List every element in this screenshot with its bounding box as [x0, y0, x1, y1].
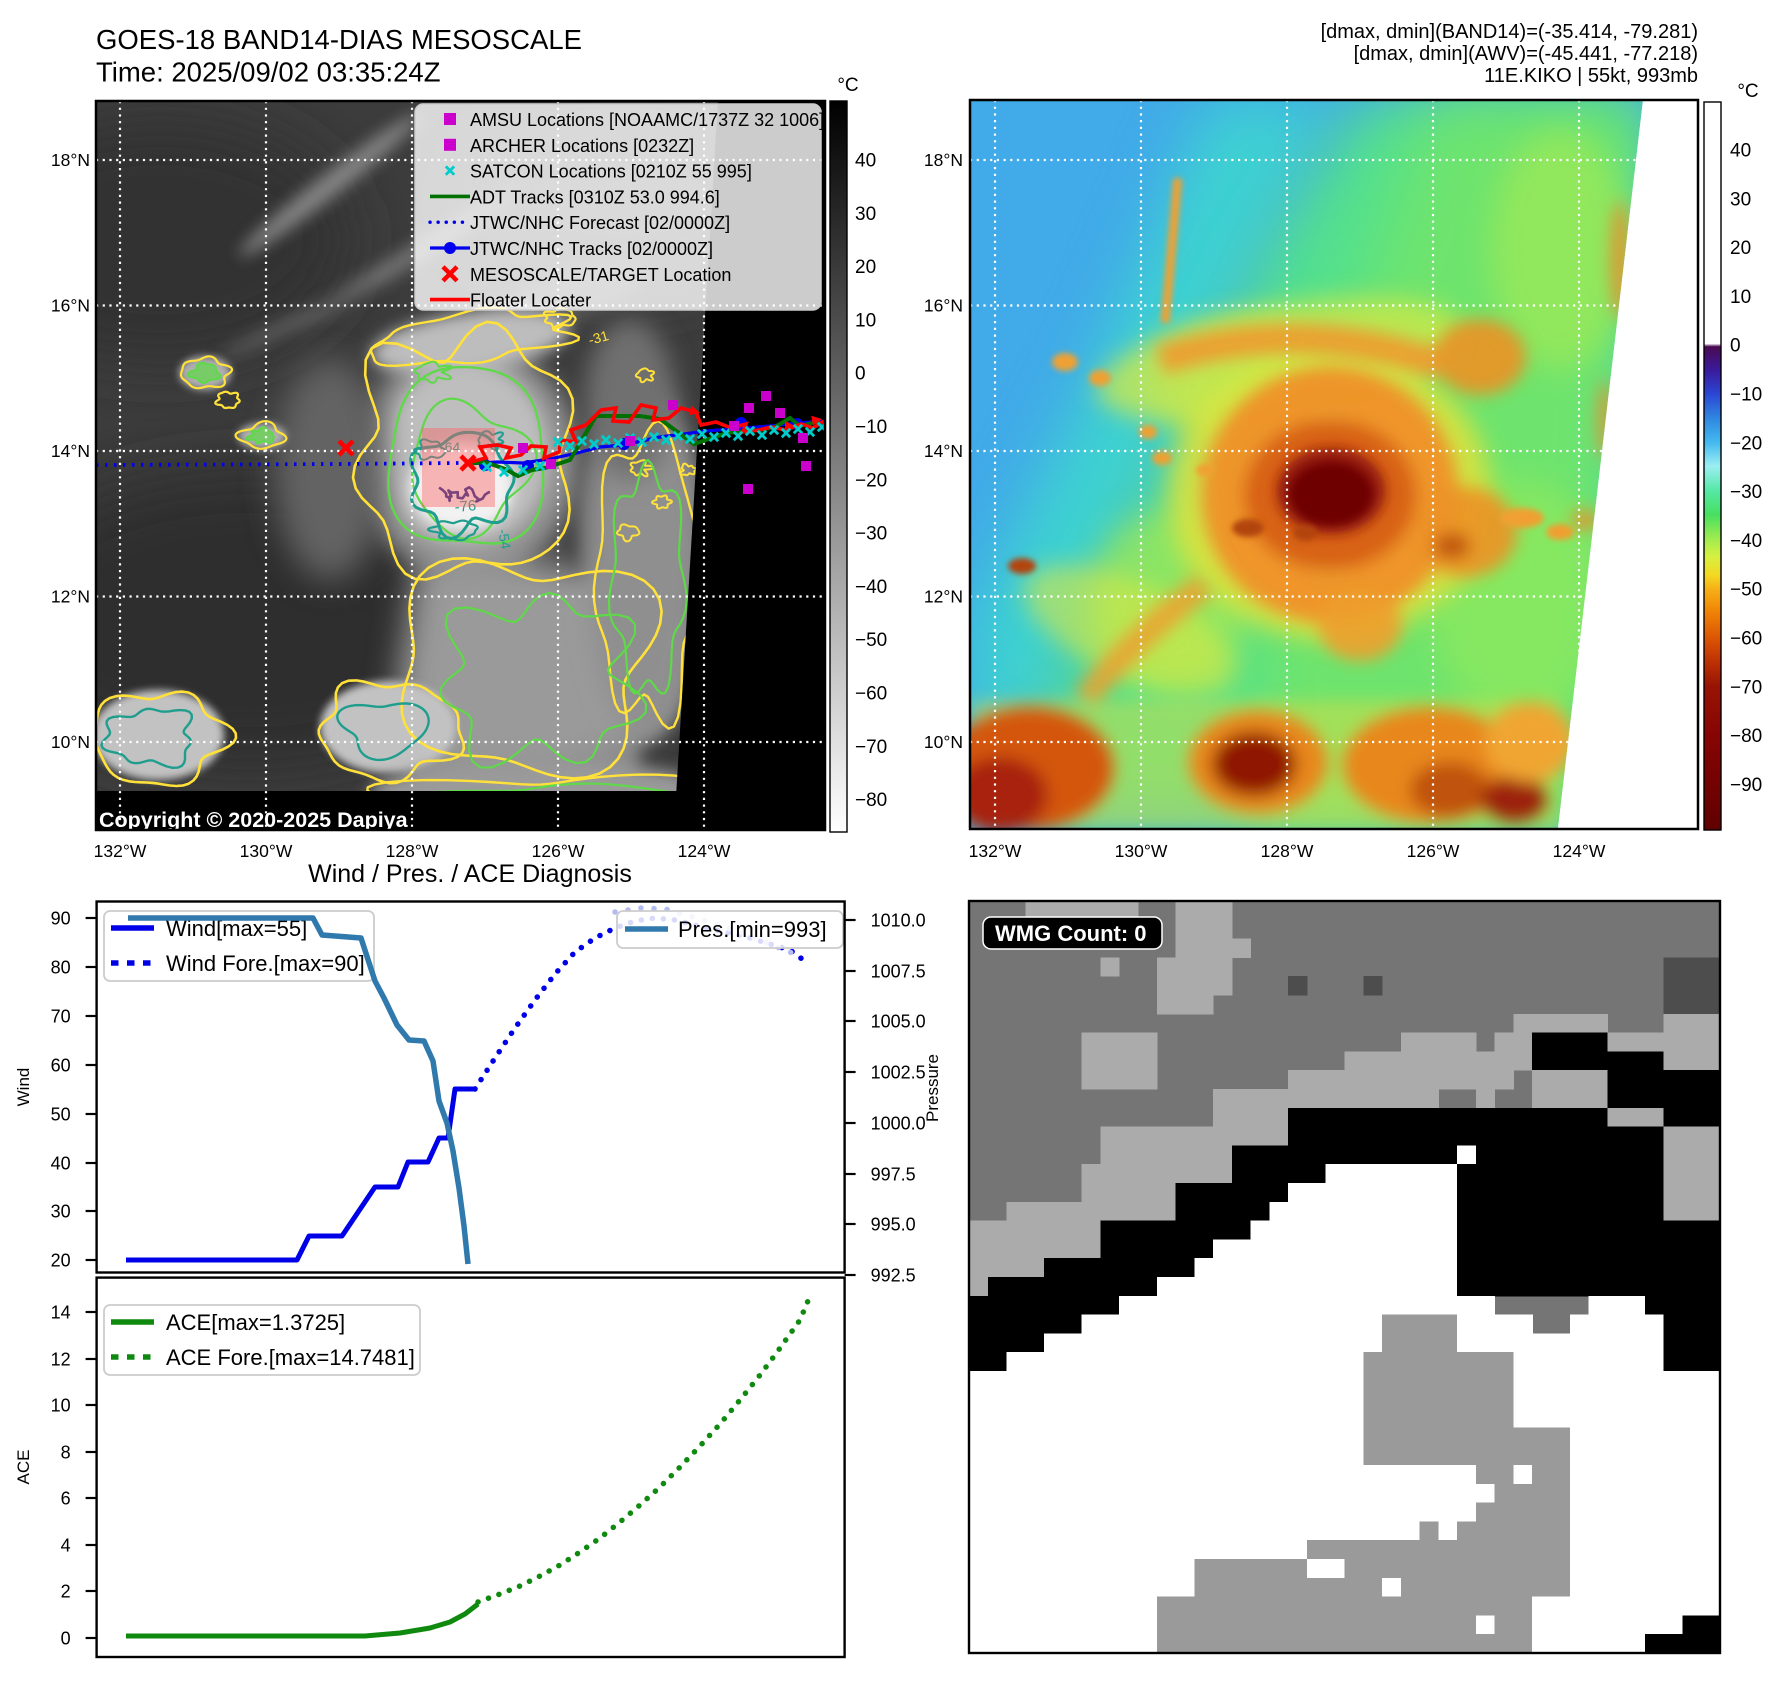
svg-text:4: 4 [61, 1536, 71, 1556]
svg-text:30: 30 [855, 204, 876, 225]
svg-text:126°W: 126°W [1407, 841, 1460, 861]
svg-text:130°W: 130°W [240, 841, 293, 861]
svg-text:Pres.[min=993]: Pres.[min=993] [678, 917, 827, 942]
svg-text:128°W: 128°W [1261, 841, 1314, 861]
svg-text:GOES-18 BAND14-DIAS MESOSCALE: GOES-18 BAND14-DIAS MESOSCALE [96, 24, 582, 55]
svg-text:80: 80 [51, 958, 71, 978]
svg-text:1002.5: 1002.5 [871, 1063, 926, 1083]
svg-text:−30: −30 [1730, 482, 1762, 503]
svg-text:18°N: 18°N [51, 150, 90, 170]
svg-text:14°N: 14°N [924, 441, 963, 461]
svg-text:995.0: 995.0 [871, 1215, 916, 1235]
svg-text:−10: −10 [1730, 385, 1762, 406]
svg-text:70: 70 [51, 1007, 71, 1027]
svg-text:6: 6 [61, 1489, 71, 1509]
svg-text:30: 30 [1730, 189, 1751, 210]
svg-text:ACE Fore.[max=14.7481]: ACE Fore.[max=14.7481] [166, 1345, 415, 1370]
svg-text:Wind: Wind [14, 1068, 33, 1107]
svg-text:SATCON Locations [0210Z 55 995: SATCON Locations [0210Z 55 995] [470, 162, 752, 182]
svg-text:−90: −90 [1730, 775, 1762, 796]
svg-text:10°N: 10°N [51, 732, 90, 752]
svg-text:126°W: 126°W [532, 841, 585, 861]
svg-text:10°N: 10°N [924, 732, 963, 752]
svg-text:Time: 2025/09/02 03:35:24Z: Time: 2025/09/02 03:35:24Z [96, 57, 441, 88]
svg-text:90: 90 [51, 909, 71, 929]
svg-text:0: 0 [1730, 336, 1741, 357]
svg-text:12°N: 12°N [51, 587, 90, 607]
svg-text:−20: −20 [1730, 433, 1762, 454]
svg-text:16°N: 16°N [924, 296, 963, 316]
svg-text:1000.0: 1000.0 [871, 1114, 926, 1134]
svg-text:50: 50 [51, 1105, 71, 1125]
svg-text:JTWC/NHC Forecast [02/0000Z]: JTWC/NHC Forecast [02/0000Z] [470, 213, 730, 233]
svg-text:1005.0: 1005.0 [871, 1012, 926, 1032]
svg-text:JTWC/NHC Tracks [02/0000Z]: JTWC/NHC Tracks [02/0000Z] [470, 239, 713, 259]
svg-text:0: 0 [855, 364, 866, 385]
svg-text:Wind Fore.[max=90]: Wind Fore.[max=90] [166, 951, 365, 976]
svg-text:°C: °C [837, 75, 858, 96]
svg-text:Wind / Pres. / ACE Diagnosis: Wind / Pres. / ACE Diagnosis [308, 860, 632, 888]
svg-text:2: 2 [61, 1582, 71, 1602]
svg-text:[dmax, dmin](AWV)=(-45.441, -7: [dmax, dmin](AWV)=(-45.441, -77.218) [1354, 43, 1698, 65]
svg-text:−40: −40 [855, 577, 887, 598]
svg-text:60: 60 [51, 1056, 71, 1076]
svg-text:−60: −60 [855, 684, 887, 705]
svg-text:10: 10 [1730, 287, 1751, 308]
svg-text:−20: −20 [855, 470, 887, 491]
svg-text:ARCHER Locations [0232Z]: ARCHER Locations [0232Z] [470, 136, 694, 156]
svg-text:0: 0 [61, 1629, 71, 1649]
svg-text:−70: −70 [855, 737, 887, 758]
svg-text:30: 30 [51, 1202, 71, 1222]
svg-text:132°W: 132°W [94, 841, 147, 861]
svg-text:12: 12 [51, 1350, 71, 1370]
svg-text:14°N: 14°N [51, 441, 90, 461]
svg-text:40: 40 [855, 151, 876, 172]
svg-text:16°N: 16°N [51, 296, 90, 316]
svg-text:124°W: 124°W [1553, 841, 1606, 861]
svg-text:−80: −80 [855, 790, 887, 811]
svg-text:1007.5: 1007.5 [871, 962, 926, 982]
svg-text:132°W: 132°W [969, 841, 1022, 861]
svg-text:ADT Tracks [0310Z 53.0 994.6]: ADT Tracks [0310Z 53.0 994.6] [470, 187, 720, 207]
svg-text:992.5: 992.5 [871, 1266, 916, 1286]
svg-text:WMG Count: 0: WMG Count: 0 [995, 921, 1147, 946]
svg-text:10: 10 [855, 310, 876, 331]
svg-text:Floater Locater: Floater Locater [470, 291, 591, 311]
svg-text:ACE[max=1.3725]: ACE[max=1.3725] [166, 1310, 345, 1335]
svg-text:997.5: 997.5 [871, 1165, 916, 1185]
svg-text:ACE: ACE [14, 1450, 33, 1485]
svg-text:-54: -54 [495, 528, 514, 551]
svg-text:18°N: 18°N [924, 150, 963, 170]
svg-text:−80: −80 [1730, 726, 1762, 747]
svg-text:1010.0: 1010.0 [871, 911, 926, 931]
svg-text:-76: -76 [454, 497, 477, 516]
svg-text:14: 14 [51, 1303, 71, 1323]
svg-text:-31: -31 [587, 327, 611, 348]
svg-text:40: 40 [51, 1154, 71, 1174]
svg-text:20: 20 [51, 1251, 71, 1271]
svg-text:−50: −50 [855, 630, 887, 651]
svg-text:128°W: 128°W [386, 841, 439, 861]
svg-text:MESOSCALE/TARGET Location: MESOSCALE/TARGET Location [470, 265, 731, 285]
svg-text:−60: −60 [1730, 629, 1762, 650]
svg-text:[dmax, dmin](BAND14)=(-35.414,: [dmax, dmin](BAND14)=(-35.414, -79.281) [1321, 21, 1698, 43]
svg-text:10: 10 [51, 1396, 71, 1416]
svg-text:−70: −70 [1730, 677, 1762, 698]
svg-text:40: 40 [1730, 141, 1751, 162]
svg-text:°C: °C [1737, 81, 1758, 102]
svg-text:11E.KIKO | 55kt, 993mb: 11E.KIKO | 55kt, 993mb [1484, 65, 1698, 87]
svg-text:−30: −30 [855, 524, 887, 545]
svg-text:Copyright © 2020-2025 Dapiya: Copyright © 2020-2025 Dapiya [99, 808, 409, 832]
svg-text:Pressure: Pressure [923, 1054, 942, 1122]
svg-text:20: 20 [855, 257, 876, 278]
svg-text:−10: −10 [855, 417, 887, 438]
svg-text:124°W: 124°W [678, 841, 731, 861]
svg-text:20: 20 [1730, 238, 1751, 259]
svg-text:8: 8 [61, 1443, 71, 1463]
svg-text:12°N: 12°N [924, 587, 963, 607]
svg-text:130°W: 130°W [1115, 841, 1168, 861]
svg-text:−50: −50 [1730, 580, 1762, 601]
svg-text:−40: −40 [1730, 531, 1762, 552]
svg-text:AMSU Locations [NOAAMC/1737Z 3: AMSU Locations [NOAAMC/1737Z 32 1006] [470, 110, 824, 130]
